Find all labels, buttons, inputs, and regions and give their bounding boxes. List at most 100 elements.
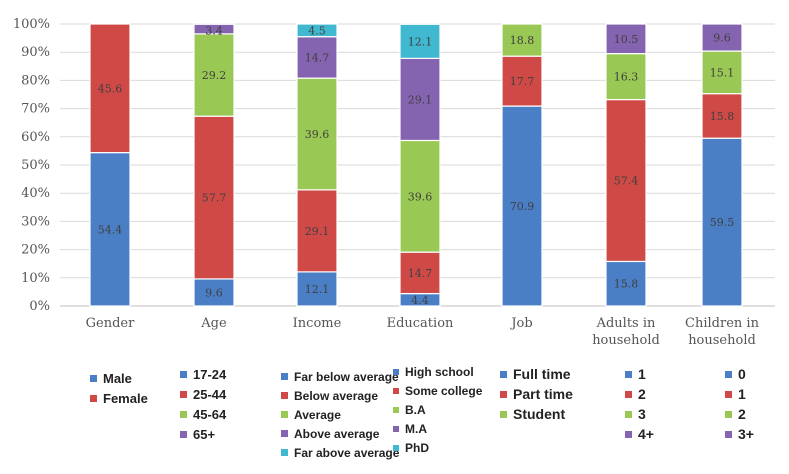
legend-swatch <box>500 390 507 398</box>
legend-label: Above average <box>294 426 380 441</box>
legend-label: Some college <box>405 383 483 398</box>
legend-swatch <box>281 449 288 456</box>
bar-segment <box>399 251 441 295</box>
data-label: 14.7 <box>305 51 330 64</box>
legend-item: 25-44 <box>180 384 226 404</box>
legend-item: Above average <box>281 424 399 443</box>
y-tick-label: 10% <box>21 271 50 286</box>
y-tick-label: 20% <box>21 243 50 258</box>
data-label: 70.9 <box>510 200 535 213</box>
legend-label: High school <box>405 364 474 379</box>
legend-swatch <box>393 406 399 413</box>
legend-label: Far above average <box>294 445 400 460</box>
legend-item: Far above average <box>281 443 399 462</box>
bar-segment <box>605 98 647 263</box>
legend-swatch <box>393 425 399 432</box>
legend-label: 17-24 <box>193 366 227 382</box>
bar-segment <box>296 189 338 273</box>
legend-group: Full time Part time Student <box>500 364 573 424</box>
legend-item: Male <box>90 368 148 388</box>
legend-item: Female <box>90 388 148 408</box>
legend-item: High school <box>393 362 482 381</box>
legend-swatch <box>500 410 507 418</box>
bar-segment <box>193 23 235 35</box>
y-tick-label: 100% <box>13 17 50 32</box>
legend-swatch <box>90 374 97 382</box>
legend-swatch <box>393 368 399 375</box>
data-labels: 54.4 45.6 9.6 57.7 29.2 3.4 12.1 29.1 39.6 14.7 4.… <box>98 24 735 307</box>
bar-segment <box>605 260 647 307</box>
legend-label: 3+ <box>738 426 754 442</box>
data-label: 29.1 <box>408 93 433 106</box>
legend-swatch <box>281 430 288 437</box>
bar-segment <box>296 77 338 191</box>
y-tick-label: 30% <box>21 214 50 229</box>
legend: Male Female 17-24 25-44 45-64 65+ Far below av… <box>0 362 789 474</box>
category-label: Children in <box>685 316 760 331</box>
legend-item: Below average <box>281 386 399 405</box>
bar-segment <box>193 115 235 280</box>
data-label: 54.4 <box>98 223 123 236</box>
data-label: 45.6 <box>98 82 123 95</box>
data-label: 18.8 <box>510 34 535 47</box>
legend-group: 1 2 3 4+ <box>625 364 654 444</box>
data-label: 15.8 <box>710 110 735 123</box>
bar-segment <box>701 50 743 95</box>
legend-swatch <box>725 370 732 378</box>
data-label: 12.1 <box>408 35 433 48</box>
legend-item: M.A <box>393 419 482 438</box>
legend-swatch <box>180 410 187 418</box>
data-label: 39.6 <box>305 128 330 141</box>
legend-label: 3 <box>638 406 646 422</box>
legend-label: Student <box>513 406 566 422</box>
legend-item: 1 <box>725 384 754 404</box>
bars <box>89 23 743 307</box>
legend-label: 2 <box>638 386 646 402</box>
legend-label: Below average <box>294 388 379 403</box>
category-label: household <box>688 333 756 348</box>
category-label: Age <box>200 316 227 331</box>
data-label: 15.8 <box>614 278 639 291</box>
legend-label: 1 <box>638 366 646 382</box>
legend-item: B.A <box>393 400 482 419</box>
category-label: Job <box>509 316 532 331</box>
legend-label: M.A <box>405 421 427 436</box>
bar-segment <box>605 23 647 55</box>
data-label: 57.4 <box>614 175 639 188</box>
data-label: 15.1 <box>710 66 735 79</box>
legend-label: Female <box>103 390 148 406</box>
legend-swatch <box>625 430 632 438</box>
data-label: 10.5 <box>614 33 639 46</box>
legend-item: 3+ <box>725 424 754 444</box>
y-axis: 0% 10% 20% 30% 40% 50% 60% 70% 80% 90% 100% <box>13 17 775 314</box>
legend-label: Average <box>294 407 341 422</box>
y-tick-label: 50% <box>21 158 50 173</box>
legend-group: Male Female <box>90 368 148 408</box>
bar-segment <box>501 55 543 107</box>
legend-label: 1 <box>738 386 746 402</box>
legend-group: High school Some college B.A M.A PhD <box>393 362 482 457</box>
bar-segment <box>399 23 441 60</box>
legend-swatch <box>90 394 97 402</box>
legend-label: Full time <box>513 366 571 382</box>
legend-item: Part time <box>500 384 573 404</box>
legend-item: 4+ <box>625 424 654 444</box>
data-label: 57.7 <box>202 192 227 205</box>
legend-item: PhD <box>393 438 482 457</box>
legend-swatch <box>725 430 732 438</box>
legend-swatch <box>393 387 399 394</box>
legend-group: Far below average Below average Average Abo… <box>281 367 399 462</box>
data-label: 17.7 <box>510 75 535 88</box>
data-label: 12.1 <box>305 283 330 296</box>
legend-label: Part time <box>513 386 573 402</box>
bar-segment <box>605 53 647 101</box>
y-tick-label: 0% <box>29 299 50 314</box>
bar-segment <box>89 151 131 307</box>
legend-swatch <box>180 370 187 378</box>
y-tick-label: 80% <box>21 73 50 88</box>
legend-label: 45-64 <box>193 406 227 422</box>
legend-item: 3 <box>625 404 654 424</box>
legend-swatch <box>180 390 187 398</box>
data-label: 14.7 <box>408 267 433 280</box>
data-label: 9.6 <box>205 286 223 299</box>
